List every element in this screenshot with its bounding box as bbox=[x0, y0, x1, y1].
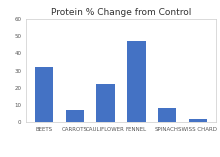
Bar bbox=[96, 84, 115, 122]
Bar bbox=[158, 108, 176, 122]
Bar bbox=[127, 41, 146, 122]
Bar bbox=[66, 110, 84, 122]
Bar bbox=[189, 119, 207, 122]
Bar bbox=[35, 67, 53, 122]
Title: Protein % Change from Control: Protein % Change from Control bbox=[51, 8, 191, 17]
